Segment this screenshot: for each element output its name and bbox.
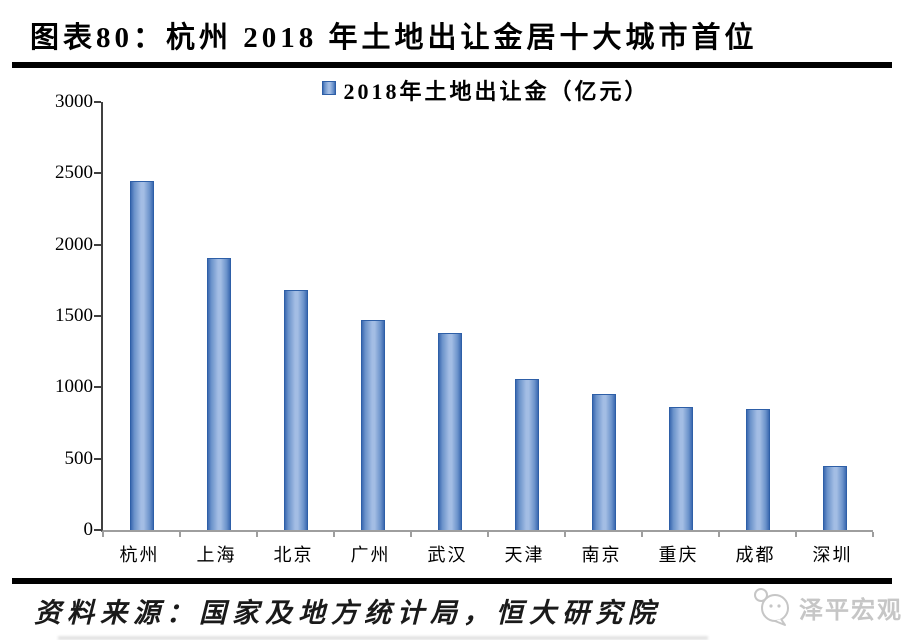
chart-legend: 2018年土地出让金（亿元） (101, 74, 871, 106)
y-tick-label: 0 (83, 519, 94, 540)
y-tick-mark (94, 243, 101, 246)
x-tick-mark (564, 532, 566, 537)
bar-slot (180, 102, 257, 530)
bar-slot (796, 102, 873, 530)
x-tick-mark (487, 532, 489, 537)
bar (283, 289, 308, 530)
title-divider (12, 62, 892, 68)
brand-logo: 泽平宏观 (751, 586, 903, 628)
x-tick-mark (410, 532, 412, 537)
x-tick-mark (333, 532, 335, 537)
x-tick-mark (795, 532, 797, 537)
bar (668, 406, 693, 530)
legend-label: 2018年土地出让金（亿元） (343, 79, 650, 104)
x-tick-label: 广州 (350, 545, 391, 565)
bar-slot (103, 102, 180, 530)
x-tick-label: 天津 (504, 545, 545, 565)
bar-slot (257, 102, 334, 530)
y-tick-mark (94, 315, 101, 317)
x-tick-label: 北京 (273, 545, 314, 565)
y-tick-label: 500 (64, 447, 94, 469)
bar (129, 181, 154, 530)
y-axis-labels: 0 500 1000 1500 2000 2500 3000 (15, 92, 94, 540)
bar (591, 393, 616, 530)
bar-slot (411, 102, 488, 530)
x-tick-label: 深圳 (812, 545, 853, 565)
x-tick-mark (872, 532, 874, 537)
bar (514, 379, 539, 530)
bar-slot (488, 102, 565, 530)
legend-marker-icon (322, 81, 337, 95)
cropped-next-line (58, 636, 708, 640)
x-tick-mark (102, 532, 104, 537)
x-axis-labels: 杭州 上海 北京 广州 武汉 天津 南京 重庆 成都 深圳 (101, 541, 871, 567)
y-tick-label: 2500 (55, 162, 93, 184)
y-tick-mark (94, 457, 101, 460)
bar (745, 408, 770, 530)
bar (360, 320, 385, 530)
x-tick-label: 成都 (735, 545, 776, 565)
bar (206, 257, 231, 530)
bar (822, 465, 847, 530)
x-tick-mark (179, 532, 181, 537)
plot-area (94, 101, 874, 537)
x-tick-label: 上海 (196, 545, 237, 565)
y-tick-label: 1500 (55, 305, 93, 326)
bar (437, 333, 462, 530)
bar-slot (334, 102, 411, 530)
x-tick-label: 杭州 (119, 545, 160, 565)
x-tick-mark (718, 532, 720, 537)
y-tick-mark (94, 386, 101, 389)
y-tick-label: 2000 (55, 233, 93, 255)
x-tick-label: 南京 (581, 545, 622, 565)
y-tick-mark (94, 172, 101, 175)
y-tick-mark (94, 529, 101, 531)
figure-title: 图表80：杭州 2018 年土地出让金居十大城市首位 (30, 22, 758, 54)
bar-slot (565, 102, 642, 530)
x-tick-mark (256, 532, 258, 537)
x-tick-mark (641, 532, 643, 537)
bar-slot (642, 102, 719, 530)
x-tick-label: 武汉 (427, 545, 468, 565)
brand-name: 泽平宏观 (799, 597, 903, 624)
bar-series (103, 102, 873, 530)
y-tick-label: 3000 (55, 91, 93, 112)
x-tick-label: 重庆 (658, 545, 699, 565)
source-note: 资料来源：国家及地方统计局，恒大研究院 (34, 598, 661, 628)
footer-divider (12, 578, 892, 584)
panda-mascot-icon (754, 588, 789, 626)
bar-slot (719, 102, 796, 530)
y-tick-mark (94, 101, 101, 103)
y-tick-label: 1000 (55, 376, 93, 398)
